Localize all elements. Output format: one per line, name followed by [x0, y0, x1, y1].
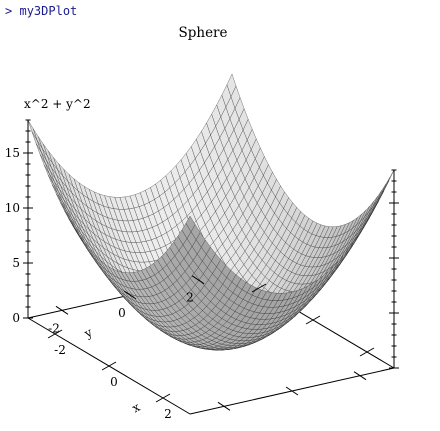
x-tick-back	[305, 315, 321, 325]
surface-face	[185, 215, 196, 233]
z-tick-label: 15	[5, 146, 20, 160]
y-tick	[191, 275, 205, 285]
y-tick-back	[353, 371, 367, 381]
y-tick-label: -2	[48, 321, 60, 335]
y-tick	[55, 305, 69, 315]
console-prompt: > my3DPlot	[5, 4, 77, 18]
command-text: my3DPlot	[19, 4, 78, 18]
y-tick-label: 0	[118, 306, 126, 320]
chart-title: Sphere	[178, 25, 227, 41]
z-tick-label: 0	[12, 311, 20, 325]
x-tick-back	[251, 283, 267, 293]
z-tick-label: 5	[12, 256, 20, 270]
z-tick-label: 10	[5, 201, 20, 215]
x-tick-label: 2	[164, 407, 172, 421]
surface-mesh	[27, 73, 395, 351]
x-tick	[47, 329, 63, 339]
y-tick	[123, 290, 137, 300]
x-axis-label: x	[130, 400, 143, 416]
surface-face	[27, 119, 38, 141]
x-tick-label: 0	[110, 375, 118, 389]
z-axis-label: x^2 + y^2	[24, 97, 91, 111]
y-tick-label: 2	[186, 291, 194, 305]
x-tick-back	[359, 347, 375, 357]
y-tick-back	[285, 386, 299, 396]
x-tick	[155, 393, 171, 403]
x-tick	[101, 361, 117, 371]
prompt-symbol: >	[5, 4, 13, 18]
y-axis-label: y	[81, 325, 95, 341]
x-tick-label: -2	[54, 343, 66, 357]
surface-face	[372, 190, 383, 207]
y-tick-back	[217, 401, 231, 411]
